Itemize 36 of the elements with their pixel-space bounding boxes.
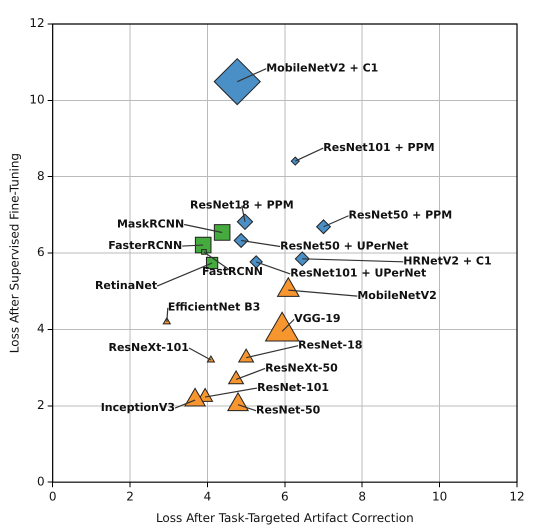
annotation: RetinaNet bbox=[94, 278, 158, 292]
annotation: ResNeXt-50 bbox=[265, 361, 338, 374]
annotation: ResNet-101 bbox=[257, 380, 330, 394]
x-axis-title: Loss After Task-Targeted Artifact Correction bbox=[156, 510, 414, 525]
y-axis-title: Loss After Supervised Fine-Tuning bbox=[7, 152, 22, 354]
x-tick-label: 0 bbox=[48, 490, 56, 504]
x-tick-label: 12 bbox=[509, 490, 525, 504]
y-tick-label: 8 bbox=[37, 168, 45, 183]
annotation: FasterRCNN bbox=[108, 238, 182, 252]
x-tick-label: 10 bbox=[432, 490, 448, 504]
annotation: ResNet-18 bbox=[298, 338, 362, 352]
y-tick-label: 2 bbox=[37, 398, 45, 412]
annotation: EfficientNet B3 bbox=[168, 300, 260, 314]
annotation: ResNet50 + UPerNet bbox=[280, 239, 408, 252]
annotation: FastRCNN bbox=[202, 264, 264, 278]
annotation: VGG-19 bbox=[294, 312, 341, 326]
x-tick-label: 2 bbox=[126, 490, 134, 504]
x-tick-label: 6 bbox=[281, 490, 289, 504]
x-tick-label: 8 bbox=[358, 490, 366, 504]
annotation: ResNet50 + PPM bbox=[348, 208, 452, 222]
annotation: ResNet101 + UPerNet bbox=[290, 266, 426, 280]
annotation: ResNet-50 bbox=[256, 404, 321, 417]
y-tick-label: 6 bbox=[37, 245, 45, 260]
annotation: ResNet101 + PPM bbox=[323, 140, 435, 154]
annotation: MobileNetV2 + C1 bbox=[266, 62, 378, 75]
y-tick-label: 0 bbox=[37, 474, 45, 488]
y-tick-label: 10 bbox=[29, 92, 45, 106]
annotation: ResNeXt-101 bbox=[108, 340, 189, 354]
y-tick-label: 4 bbox=[37, 322, 45, 336]
x-tick-label: 4 bbox=[204, 490, 212, 504]
annotation: HRNetV2 + C1 bbox=[403, 254, 492, 268]
annotation: ResNet18 + PPM bbox=[190, 198, 294, 212]
y-tick-label: 12 bbox=[29, 16, 45, 30]
annotation: MaskRCNN bbox=[116, 217, 184, 230]
annotation: MobileNetV2 bbox=[357, 288, 437, 302]
annotation: InceptionV3 bbox=[100, 400, 176, 414]
